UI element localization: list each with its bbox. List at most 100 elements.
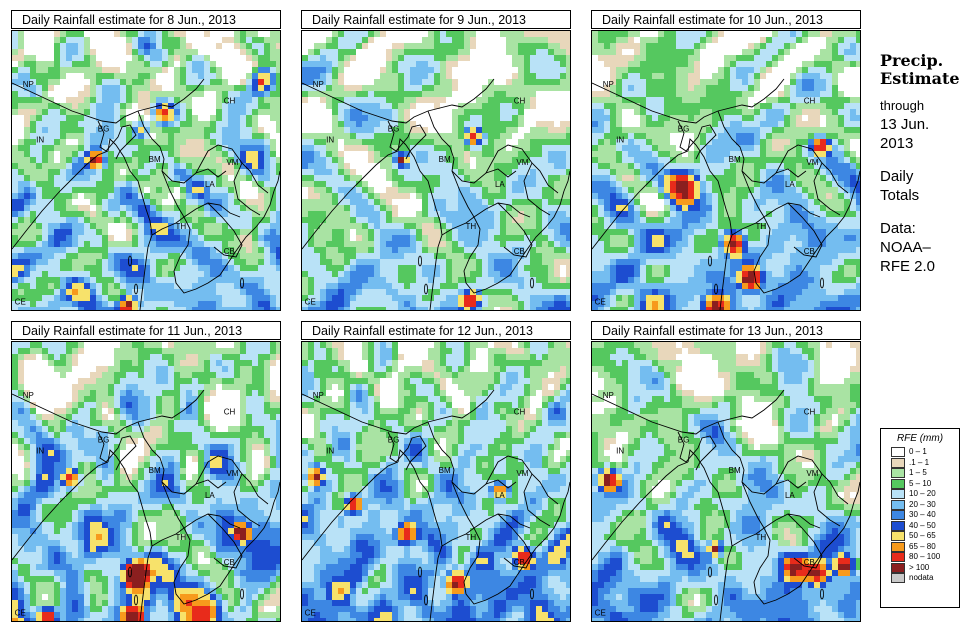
country-label: CE	[305, 608, 316, 617]
country-label: TH	[175, 533, 186, 542]
country-label: CB	[514, 247, 525, 256]
country-label: CB	[804, 247, 815, 256]
country-label: BM	[149, 466, 161, 475]
legend-swatch	[891, 541, 905, 552]
country-label: VM	[516, 158, 528, 167]
country-label: BG	[678, 435, 690, 444]
country-label: BM	[439, 466, 451, 475]
country-label: CH	[804, 408, 816, 417]
country-label: BG	[388, 124, 400, 133]
country-label: BG	[98, 435, 110, 444]
legend-label: 0 – 1	[909, 447, 927, 457]
country-label: VM	[806, 158, 818, 167]
legend-swatch	[891, 573, 905, 584]
panel-title: Daily Rainfall estimate for 12 Jun., 201…	[301, 321, 571, 340]
sidebar-heading-2: Estimate	[880, 69, 960, 88]
country-label: CH	[224, 408, 236, 417]
legend-item: 40 – 50	[881, 520, 959, 532]
country-label: NP	[313, 80, 324, 89]
legend-label: 30 – 40	[909, 510, 936, 520]
legend-item: 0 – 1	[881, 447, 959, 458]
country-label: CH	[804, 97, 816, 106]
map-panel: Daily Rainfall estimate for 11 Jun., 201…	[11, 321, 283, 622]
sidebar-data-2: NOAA–	[880, 239, 931, 256]
panel-title: Daily Rainfall estimate for 11 Jun., 201…	[11, 321, 281, 340]
legend-item: 30 – 40	[881, 510, 959, 521]
country-label: TH	[755, 533, 766, 542]
country-label: NP	[313, 391, 324, 400]
country-label: CB	[804, 558, 815, 567]
country-label: CE	[595, 608, 606, 617]
country-label: TH	[465, 533, 476, 542]
country-label: NP	[23, 80, 34, 89]
country-label: IN	[616, 447, 624, 456]
legend-label: > 100	[909, 562, 930, 572]
country-label: CB	[514, 558, 525, 567]
sidebar-heading-1: Precip.	[880, 51, 944, 70]
country-label: VM	[226, 469, 238, 478]
country-label: LA	[205, 491, 215, 500]
legend-item: 1 – 5	[881, 468, 959, 479]
legend-title: RFE (mm)	[896, 433, 944, 444]
legend-swatch	[891, 562, 905, 573]
country-label: NP	[603, 391, 614, 400]
legend-swatch	[891, 457, 905, 468]
country-label: VM	[226, 158, 238, 167]
country-label: VM	[516, 469, 528, 478]
info-sidebar: Precip. Estimate through 13 Jun. 2013 Da…	[880, 52, 966, 276]
legend-swatch	[891, 468, 905, 479]
country-label: TH	[175, 222, 186, 231]
panel-title: Daily Rainfall estimate for 10 Jun., 201…	[591, 10, 861, 29]
country-label: NP	[23, 391, 34, 400]
legend-label: 65 – 80	[909, 541, 936, 551]
map-panel: Daily Rainfall estimate for 12 Jun., 201…	[301, 321, 573, 622]
legend-label: 5 – 10	[909, 478, 932, 488]
country-label: CE	[15, 608, 26, 617]
country-label: CB	[224, 247, 235, 256]
sidebar-totals-1: Daily	[880, 168, 914, 185]
legend-label: 10 – 20	[909, 489, 936, 499]
country-label: IN	[36, 447, 44, 456]
legend-item: 20 – 30	[881, 499, 959, 511]
panel-title: Daily Rainfall estimate for 13 Jun., 201…	[591, 321, 861, 340]
legend-swatch	[891, 531, 905, 542]
map-panel: Daily Rainfall estimate for 10 Jun., 201…	[591, 10, 863, 311]
country-label: NP	[603, 80, 614, 89]
legend-swatch	[891, 447, 905, 458]
country-label: IN	[36, 136, 44, 145]
country-label: LA	[205, 180, 215, 189]
country-label: CE	[305, 297, 316, 306]
legend-label: 20 – 30	[909, 499, 936, 509]
map-panel: Daily Rainfall estimate for 8 Jun., 2013…	[11, 10, 283, 311]
legend-item: 80 – 100	[881, 552, 959, 563]
legend-item: 65 – 80	[881, 541, 959, 553]
legend-label: nodata	[909, 573, 934, 583]
country-label: BM	[729, 466, 741, 475]
country-label: TH	[465, 222, 476, 231]
legend-swatch	[891, 499, 905, 510]
country-label: BM	[149, 155, 161, 164]
rainfall-map: NP IN BG BM CH VM LA TH CB CE	[301, 30, 571, 311]
legend-item: 50 – 65	[881, 531, 959, 542]
sidebar-through: through	[880, 98, 925, 113]
sidebar-date-2: 2013	[880, 135, 914, 152]
country-label: BG	[98, 124, 110, 133]
country-label: TH	[755, 222, 766, 231]
country-label: CH	[224, 97, 236, 106]
legend-swatch	[891, 478, 905, 489]
panel-title: Daily Rainfall estimate for 8 Jun., 2013	[11, 10, 281, 29]
rainfall-map: NP IN BG BM CH VM LA TH CB CE	[11, 30, 281, 311]
map-panel: Daily Rainfall estimate for 9 Jun., 2013…	[301, 10, 573, 311]
legend-item: > 100	[881, 562, 959, 574]
legend-label: 40 – 50	[909, 520, 936, 530]
country-label: VM	[806, 469, 818, 478]
country-label: LA	[495, 180, 505, 189]
legend-label: 50 – 65	[909, 531, 936, 541]
rainfall-map: NP IN BG BM CH VM LA TH CB CE	[11, 341, 281, 622]
legend-item: nodata	[881, 573, 959, 584]
sidebar-data-3: RFE 2.0	[880, 258, 936, 275]
legend-swatch	[891, 510, 905, 521]
legend-swatch	[891, 489, 905, 500]
